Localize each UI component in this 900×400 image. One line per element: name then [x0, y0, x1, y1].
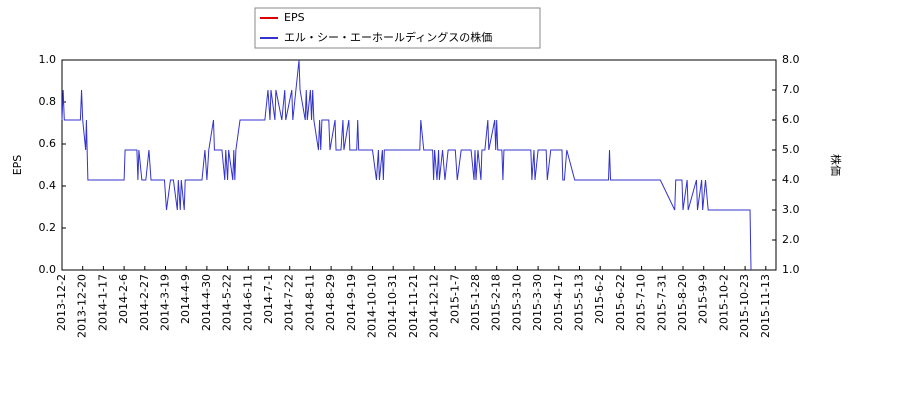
- x-tick-label: 2015-10-23: [738, 274, 751, 338]
- y2-tick-label: 4.0: [782, 173, 800, 186]
- x-tick-label: 2015-7-31: [655, 274, 668, 331]
- x-tick-label: 2014-2-27: [138, 274, 151, 331]
- plot-frame: [61, 59, 777, 271]
- x-tick-label: 2015-6-2: [593, 274, 606, 324]
- x-tick-label: 2014-4-9: [179, 274, 192, 324]
- y-tick-label: 0.2: [39, 221, 57, 234]
- x-tick-label: 2015-3-10: [510, 274, 523, 331]
- legend-box: [254, 7, 541, 49]
- x-tick-label: 2014-8-11: [303, 274, 316, 331]
- x-tick-label: 2015-6-22: [614, 274, 627, 331]
- legend-label: エル・シー・エーホールディングスの株価: [284, 30, 492, 44]
- x-tick-label: 2015-5-13: [573, 274, 586, 331]
- x-tick-label: 2014-6-11: [241, 274, 254, 331]
- x-tick-label: 2014-11-21: [407, 274, 420, 338]
- x-tick-label: 2015-2-18: [490, 274, 503, 331]
- x-tick-label: 2015-1-28: [469, 274, 482, 331]
- price-line: [61, 59, 752, 271]
- x-tick-label: 2014-3-19: [159, 274, 172, 331]
- x-tick-label: 2014-5-22: [221, 274, 234, 331]
- x-tick-label: 2015-11-13: [759, 274, 772, 338]
- x-tick-label: 2015-9-9: [697, 274, 710, 324]
- y-tick-label: 1.0: [39, 53, 57, 66]
- y2-tick-label: 2.0: [782, 233, 800, 246]
- x-tick-label: 2015-3-30: [531, 274, 544, 331]
- x-tick-label: 2014-8-29: [324, 274, 337, 331]
- x-tick-label: 2014-1-17: [96, 274, 109, 331]
- x-tick-label: 2014-12-12: [428, 274, 441, 338]
- y-tick-label: 0.0: [39, 263, 57, 276]
- x-tick-label: 2015-8-20: [676, 274, 689, 331]
- x-tick-label: 2014-10-10: [366, 274, 379, 338]
- y-tick-label: 0.8: [39, 95, 57, 108]
- x-tick-label: 2015-10-2: [717, 274, 730, 331]
- x-tick-label: 2015-1-7: [448, 274, 461, 324]
- x-tick-label: 2013-12-20: [76, 274, 89, 338]
- x-tick-label: 2014-10-31: [386, 274, 399, 338]
- x-tick-label: 2014-2-6: [117, 274, 130, 324]
- y2-tick-label: 6.0: [782, 113, 800, 126]
- y2-tick-label: 7.0: [782, 83, 800, 96]
- y-tick-label: 0.4: [39, 179, 57, 192]
- x-tick-label: 2015-7-10: [635, 274, 648, 331]
- y2-tick-label: 8.0: [782, 53, 800, 66]
- x-tick-label: 2015-4-17: [552, 274, 565, 331]
- x-tick-label: 2014-7-1: [262, 274, 275, 324]
- x-tick-label: 2014-9-19: [345, 274, 358, 331]
- y-tick-label: 0.6: [39, 137, 57, 150]
- legend-label: EPS: [284, 11, 305, 24]
- y2-tick-label: 3.0: [782, 203, 800, 216]
- y-axis-label: EPS: [11, 155, 24, 176]
- y2-tick-label: 5.0: [782, 143, 800, 156]
- x-tick-label: 2014-4-30: [200, 274, 213, 331]
- x-tick-label: 2014-7-22: [283, 274, 296, 331]
- x-tick-label: 2013-12-2: [55, 274, 68, 331]
- y2-axis-label: 株価: [829, 154, 843, 176]
- y2-tick-label: 1.0: [782, 263, 800, 276]
